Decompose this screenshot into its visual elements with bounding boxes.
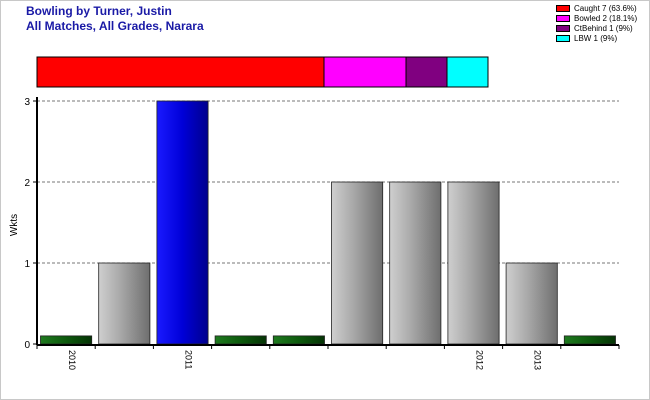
y-tick-labels: 0 1 2 3 [24, 97, 30, 351]
bar-8 [447, 181, 500, 345]
legend-swatch-ctbehind [556, 25, 570, 32]
x-tick-label-2012: 2012 [475, 350, 485, 370]
bar-10 [563, 335, 616, 345]
x-tick-label-2010: 2010 [67, 350, 77, 370]
bar-7 [389, 181, 442, 345]
legend-label-ctbehind: CtBehind 1 (9%) [574, 24, 633, 33]
bar-3 [156, 100, 209, 345]
legend-swatch-caught [556, 5, 570, 12]
axes [33, 97, 620, 349]
legend-swatch-bowled [556, 15, 570, 22]
legend-label-lbw: LBW 1 (9%) [574, 34, 618, 43]
dismissal-segment-lbw [446, 56, 489, 88]
x-tick-label-2013: 2013 [533, 350, 543, 370]
y-tick-label-1: 1 [24, 259, 30, 270]
x-tick-labels: 2010 2011 2012 2013 [67, 350, 543, 370]
y-tick-label-0: 0 [24, 340, 30, 351]
dismissal-segment-ctbehind [405, 56, 448, 88]
chart-subtitle: All Matches, All Grades, Narara [26, 19, 204, 33]
legend-label-caught: Caught 7 (63.6%) [574, 4, 637, 13]
bar-1 [40, 335, 93, 345]
legend-label-bowled: Bowled 2 (18.1%) [574, 14, 638, 23]
dismissal-stacked-bar [36, 56, 489, 88]
bar-4 [214, 335, 267, 345]
dismissal-segment-caught [36, 56, 325, 88]
x-tick-label-2011: 2011 [184, 350, 194, 369]
bar-5 [272, 335, 325, 345]
bar-9 [505, 262, 558, 345]
y-axis-label: Wkts [9, 214, 20, 236]
legend-swatch-lbw [556, 35, 570, 42]
gridlines [37, 100, 619, 264]
y-tick-label-3: 3 [24, 97, 30, 108]
chart-title: Bowling by Turner, Justin [26, 4, 172, 18]
dismissal-segment-bowled [323, 56, 407, 88]
y-tick-label-2: 2 [24, 178, 30, 189]
bar-6 [331, 181, 384, 345]
bar-2 [98, 262, 151, 345]
bars [40, 100, 616, 345]
